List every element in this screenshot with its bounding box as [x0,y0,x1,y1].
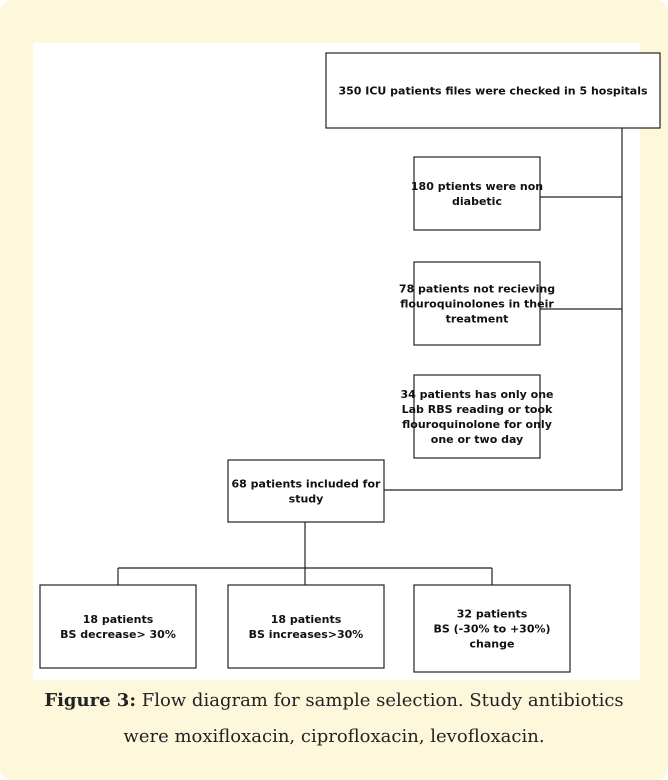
node-text: 18 patients [271,613,342,626]
node-text: BS decrease> 30% [60,628,176,641]
node-text: 32 patients [457,608,528,621]
node-box [413,261,541,346]
node-box [413,156,541,231]
node-box [325,52,661,129]
caption-line: Figure 3: Flow diagram for sample select… [0,690,668,711]
node-box [39,584,197,669]
caption-text-2: were moxifloxacin, ciprofloxacin, levofl… [123,726,545,747]
node-text: BS (-30% to +30%) [433,623,550,636]
caption-text: Flow diagram for sample selection. Study… [141,690,624,711]
node-text: 68 patients included for [232,478,381,491]
node-text: flouroquinolone for only [402,418,552,431]
node-text: 78 patients not recieving [399,283,555,296]
node-text: change [470,638,515,651]
flow-node: 180 ptients were non diabetic [411,156,543,231]
flow-node: 32 patients BS (-30% to +30%) change [413,584,571,673]
node-text: 18 patients [83,613,154,626]
node-box [413,584,571,673]
node-text: 34 patients has only one [400,388,553,401]
node-text: flouroquinolones in their [400,298,554,311]
node-text: BS increases>30% [249,628,364,641]
node-box [227,584,385,669]
node-box [413,374,541,459]
flow-node: 78 patients not recieving flouroquinolone… [399,261,555,346]
diagram-background [33,43,640,680]
flow-diagram: 350 ICU patients files were checked in 5… [33,43,661,680]
connectors [117,128,623,585]
node-box [227,459,385,523]
node-text: treatment [446,313,509,326]
node-text: 180 ptients were non [411,180,543,193]
flow-node: 350 ICU patients files were checked in 5… [325,52,661,129]
flow-node: 18 patients BS decrease> 30% [39,584,197,669]
caption-label: Figure 3: [44,690,136,711]
node-text: Lab RBS reading or took [402,403,553,416]
node-text: one or two day [431,433,523,446]
flow-node: 34 patients has only one Lab RBS reading … [400,374,554,459]
node-text: 350 ICU patients files were checked in 5… [338,85,648,98]
node-text: study [289,493,324,506]
node-text: diabetic [452,195,502,208]
flow-node: 18 patients BS increases>30% [227,584,385,669]
flow-node: 68 patients included for study [227,459,385,523]
